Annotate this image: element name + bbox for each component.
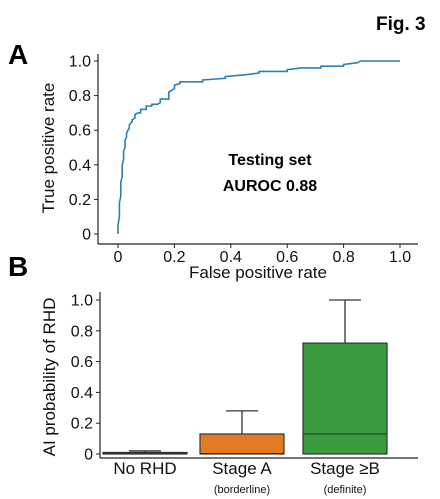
roc-x-tick-label: 0.4	[220, 249, 242, 266]
category-sublabel: (definite)	[324, 484, 367, 496]
box-series	[102, 299, 388, 455]
roc-y-tick-label: 0	[82, 227, 91, 244]
category-label: No RHD	[113, 459, 176, 478]
panel-letter-b: B	[8, 251, 28, 282]
roc-x-tick-label: 0.2	[163, 249, 185, 266]
box-y-tick-label: 0.4	[71, 385, 93, 402]
figure-label: Fig. 3	[376, 14, 426, 35]
box-y-tick-label: 0	[84, 447, 93, 464]
annotation-testing-set: Testing set	[228, 152, 312, 169]
box-y-tick-label: 1.0	[71, 293, 93, 310]
box-y-tick-label: 0.8	[71, 323, 93, 340]
annotation-auroc: AUROC 0.88	[223, 178, 317, 195]
roc-y-tick-label: 0.6	[69, 123, 91, 140]
roc-y-tick-label: 0.4	[69, 157, 91, 174]
box-body	[302, 342, 388, 455]
box-categories: No RHD Stage A (borderline) Stage ≥B (defini…	[113, 459, 380, 496]
box-2	[199, 410, 285, 455]
box-y-tick-label: 0.2	[71, 416, 93, 433]
roc-y-ticks: 0 0.2 0.4 0.6 0.8 1.0	[69, 54, 98, 244]
roc-x-tick-label: 0.8	[332, 249, 354, 266]
roc-y-axis-label: True positive rate	[39, 83, 58, 214]
roc-curve	[117, 60, 400, 234]
box-body	[199, 433, 285, 455]
box-1	[102, 450, 188, 455]
roc-x-tick-label: 0.6	[276, 249, 298, 266]
category-label: Stage A	[212, 459, 272, 478]
box-3	[302, 299, 388, 455]
category-label: Stage ≥B	[310, 459, 380, 478]
box-chart: 0 0.2 0.4 0.6 0.8 1.0 No RHD Stage A (borderlin…	[40, 292, 418, 496]
box-axes	[99, 292, 418, 459]
roc-y-tick-label: 1.0	[69, 54, 91, 71]
box-y-ticks: 0 0.2 0.4 0.6 0.8 1.0	[71, 293, 100, 464]
roc-y-tick-label: 0.2	[69, 192, 91, 209]
roc-x-tick-label: 0	[114, 249, 123, 266]
roc-x-ticks: 0 0.2 0.4 0.6 0.8 1.0	[114, 244, 411, 266]
panel-letter-a: A	[8, 39, 28, 70]
roc-x-axis-label: False positive rate	[189, 263, 327, 282]
box-y-axis-label: AI probability of RHD	[40, 298, 59, 457]
roc-chart: 0 0.2 0.4 0.6 0.8 1.0 0 0.2 0.4 0.6 0.8 1.0 Testin…	[39, 54, 418, 282]
box-y-tick-label: 0.6	[71, 354, 93, 371]
roc-axes	[97, 54, 418, 245]
roc-y-tick-label: 0.8	[69, 88, 91, 105]
category-sublabel: (borderline)	[214, 484, 270, 496]
roc-x-tick-label: 1.0	[389, 249, 411, 266]
